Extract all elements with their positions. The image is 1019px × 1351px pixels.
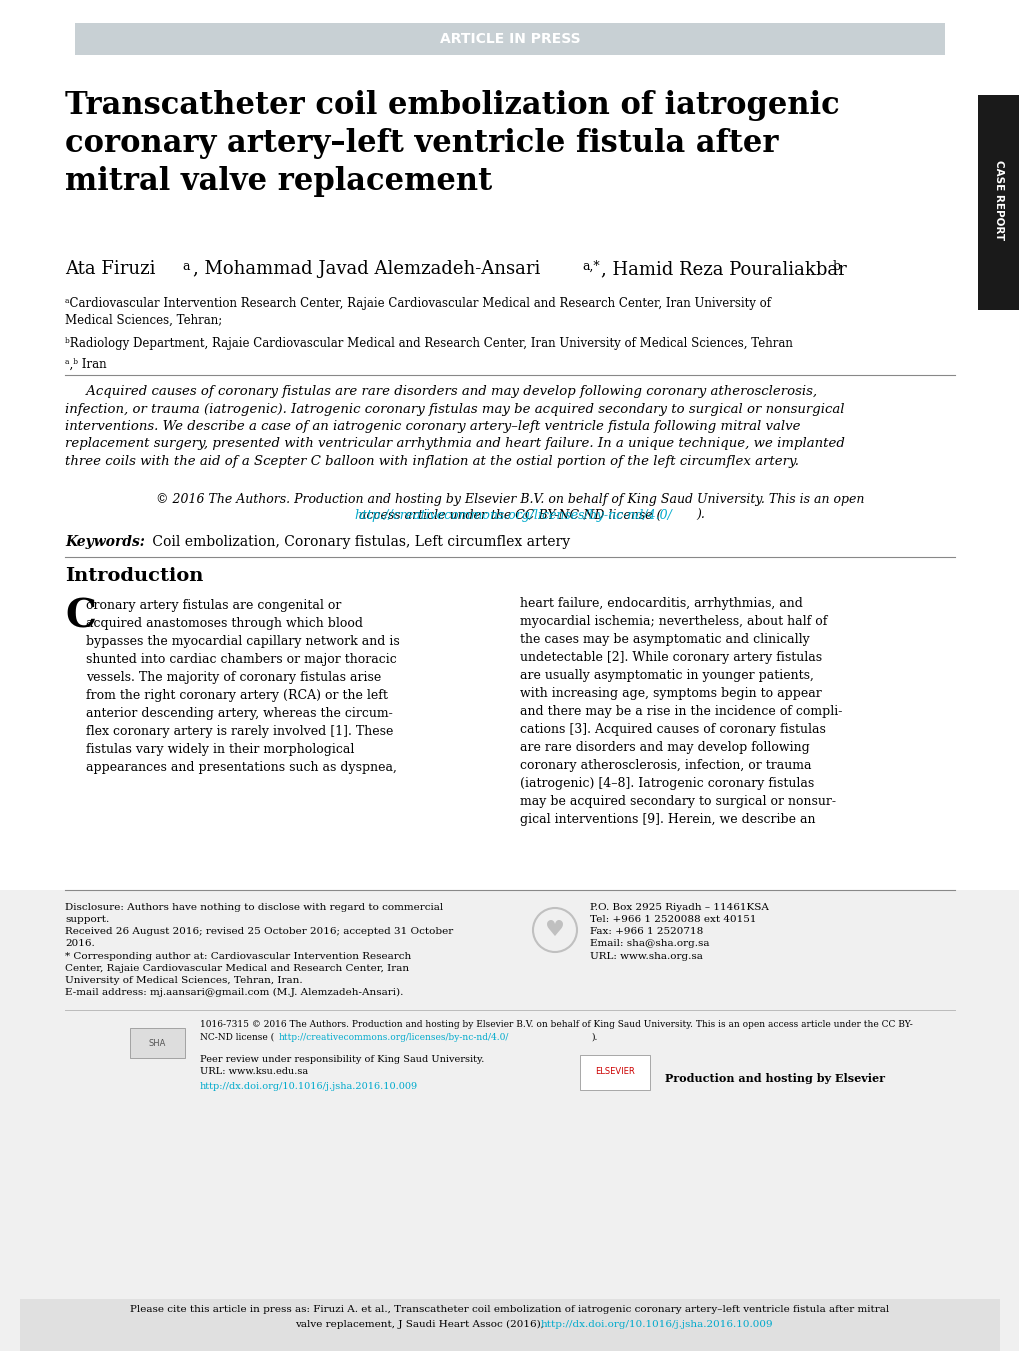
Text: ♥: ♥	[544, 920, 565, 940]
Text: Peer review under responsibility of King Saud University.
URL: www.ksu.edu.sa: Peer review under responsibility of King…	[200, 1055, 484, 1075]
Text: NC-ND license (: NC-ND license (	[200, 1034, 274, 1042]
Text: Disclosure: Authors have nothing to disclose with regard to commercial
support.
: Disclosure: Authors have nothing to disc…	[65, 902, 452, 997]
Text: ARTICLE IN PRESS: ARTICLE IN PRESS	[439, 32, 580, 46]
Text: ).: ).	[695, 509, 704, 521]
FancyBboxPatch shape	[129, 1028, 184, 1058]
Text: http://creativecommons.org/licenses/by-nc-nd/4.0/: http://creativecommons.org/licenses/by-n…	[354, 509, 672, 521]
Text: CASE REPORT: CASE REPORT	[994, 159, 1003, 240]
FancyBboxPatch shape	[0, 890, 1019, 1351]
Text: ).: ).	[590, 1034, 597, 1042]
FancyBboxPatch shape	[977, 95, 1019, 309]
Text: , Hamid Reza Pouraliakbar: , Hamid Reza Pouraliakbar	[600, 259, 852, 278]
Text: © 2016 The Authors. Production and hosting by Elsevier B.V. on behalf of King Sa: © 2016 The Authors. Production and hosti…	[156, 493, 863, 507]
Text: Coil embolization, Coronary fistulas, Left circumflex artery: Coil embolization, Coronary fistulas, Le…	[148, 535, 570, 549]
Text: , Mohammad Javad Alemzadeh-Ansari: , Mohammad Javad Alemzadeh-Ansari	[193, 259, 545, 278]
Text: valve replacement, J Saudi Heart Assoc (2016),: valve replacement, J Saudi Heart Assoc (…	[294, 1320, 547, 1329]
Text: P.O. Box 2925 Riyadh – 11461KSA
Tel: +966 1 2520088 ext 40151
Fax: +966 1 252071: P.O. Box 2925 Riyadh – 11461KSA Tel: +96…	[589, 902, 768, 961]
Text: SHA: SHA	[148, 1039, 165, 1047]
FancyBboxPatch shape	[20, 1300, 999, 1351]
Text: b: b	[833, 259, 841, 273]
Text: ELSEVIER: ELSEVIER	[594, 1067, 634, 1077]
Text: Keywords:: Keywords:	[65, 535, 145, 549]
Text: http://creativecommons.org/licenses/by-nc-nd/4.0/: http://creativecommons.org/licenses/by-n…	[279, 1034, 508, 1042]
Text: Ata Firuzi: Ata Firuzi	[65, 259, 161, 278]
Text: oronary artery fistulas are congenital or
acquired anastomoses through which blo: oronary artery fistulas are congenital o…	[86, 598, 399, 774]
Text: Production and hosting by Elsevier: Production and hosting by Elsevier	[664, 1073, 884, 1084]
Text: ᵃCardiovascular Intervention Research Center, Rajaie Cardiovascular Medical and : ᵃCardiovascular Intervention Research Ce…	[65, 297, 770, 327]
Text: http://dx.doi.org/10.1016/j.jsha.2016.10.009: http://dx.doi.org/10.1016/j.jsha.2016.10…	[200, 1082, 418, 1092]
FancyBboxPatch shape	[580, 1055, 649, 1090]
Text: http://dx.doi.org/10.1016/j.jsha.2016.10.009: http://dx.doi.org/10.1016/j.jsha.2016.10…	[540, 1320, 772, 1329]
Text: a,*: a,*	[582, 259, 599, 273]
Text: a: a	[181, 259, 190, 273]
Text: access article under the CC BY-NC-ND license (: access article under the CC BY-NC-ND lic…	[359, 509, 660, 521]
Text: Introduction: Introduction	[65, 567, 203, 585]
Text: C: C	[65, 597, 96, 635]
Text: Transcatheter coil embolization of iatrogenic
coronary artery–left ventricle fis: Transcatheter coil embolization of iatro…	[65, 91, 839, 197]
Text: Please cite this article in press as: Firuzi A. et al., Transcatheter coil embol: Please cite this article in press as: Fi…	[130, 1305, 889, 1315]
Text: ᵃ,ᵇ Iran: ᵃ,ᵇ Iran	[65, 358, 107, 372]
Text: Acquired causes of coronary fistulas are rare disorders and may develop followin: Acquired causes of coronary fistulas are…	[65, 385, 844, 467]
FancyBboxPatch shape	[75, 23, 944, 55]
Text: 1016-7315 © 2016 The Authors. Production and hosting by Elsevier B.V. on behalf : 1016-7315 © 2016 The Authors. Production…	[200, 1020, 912, 1029]
Text: ᵇRadiology Department, Rajaie Cardiovascular Medical and Research Center, Iran U: ᵇRadiology Department, Rajaie Cardiovasc…	[65, 336, 792, 350]
Text: heart failure, endocarditis, arrhythmias, and
myocardial ischemia; nevertheless,: heart failure, endocarditis, arrhythmias…	[520, 597, 842, 825]
